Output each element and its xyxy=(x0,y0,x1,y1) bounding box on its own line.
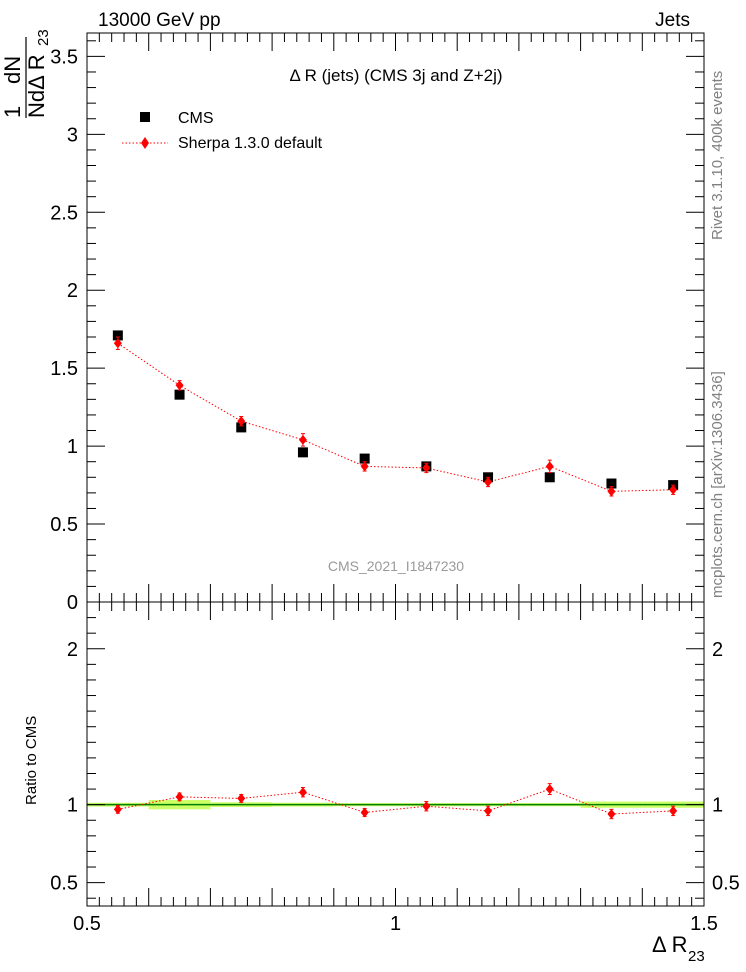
analysis-watermark: CMS_2021_I1847230 xyxy=(328,558,464,574)
y-tick-label: 3 xyxy=(67,124,78,146)
legend-sherpa-label: Sherpa 1.3.0 default xyxy=(178,135,323,152)
xlabel-main: Δ R xyxy=(652,932,687,957)
plot-title: Δ R (jets) (CMS 3j and Z+2j) xyxy=(289,66,502,85)
y-tick-label: 2 xyxy=(67,280,78,302)
ratio-point xyxy=(545,784,554,795)
y-tick-label: 2.5 xyxy=(50,202,78,224)
sherpa-line xyxy=(117,342,674,492)
ratio-point xyxy=(360,807,369,818)
x-tick-label: 1 xyxy=(390,913,401,935)
header-process: 13000 GeV pp xyxy=(98,10,221,31)
legend-cms-marker xyxy=(140,112,150,122)
cms-point xyxy=(236,422,247,433)
ratio-point xyxy=(237,793,246,804)
ratio-y-tick-label-right: 1 xyxy=(712,795,723,817)
sherpa-point xyxy=(607,486,616,497)
ratio-point xyxy=(113,804,122,815)
ratio-point xyxy=(669,805,678,816)
ratio-point xyxy=(298,787,307,798)
x-tick-label: 0.5 xyxy=(73,913,101,935)
sherpa-point xyxy=(113,338,122,349)
y-tick-label: 3.5 xyxy=(50,46,78,68)
ratio-point xyxy=(422,801,431,812)
sherpa-point xyxy=(545,461,554,472)
cms-point xyxy=(359,453,370,464)
cms-point xyxy=(112,330,123,341)
legend: CMS Sherpa 1.3.0 default xyxy=(122,110,323,152)
sherpa-point xyxy=(360,461,369,472)
y-tick-label: 0 xyxy=(67,592,78,614)
sherpa-point xyxy=(422,462,431,473)
sherpa-point xyxy=(669,484,678,495)
cms-point xyxy=(544,472,555,483)
ratio-point xyxy=(607,809,616,820)
y-tick-label: 0.5 xyxy=(50,514,78,536)
legend-sherpa-marker xyxy=(141,137,149,149)
mcplots-label: mcplots.cern.ch [arXiv:1306.3436] xyxy=(709,371,726,598)
header-jets: Jets xyxy=(655,10,690,31)
ylabel-numerator: dN xyxy=(0,56,25,84)
ratio-y-tick-label-right: 0.5 xyxy=(712,873,740,895)
ratio-frame xyxy=(86,601,705,907)
xlabel-subscript: 23 xyxy=(688,948,705,965)
ylabel-subscript: 23 xyxy=(35,29,52,46)
ratio-ylabel: Ratio to CMS xyxy=(23,716,40,805)
cms-point xyxy=(606,478,617,489)
ratio-y-tick-label-right: 2 xyxy=(712,639,723,661)
sherpa-point xyxy=(484,476,493,487)
y-tick-label: 1.5 xyxy=(50,358,78,380)
sherpa-point xyxy=(175,380,184,391)
ratio-y-tick-label: 2 xyxy=(67,639,78,661)
sherpa-point xyxy=(237,416,246,427)
x-tick-label: 1.5 xyxy=(690,913,718,935)
cms-point xyxy=(174,389,185,400)
cms-point xyxy=(297,447,308,458)
sherpa-point xyxy=(298,434,307,445)
ylabel-denominator: NdΔ R xyxy=(24,54,49,118)
main-panel: 0 0.5 1 1.5 2 2.5 3 3.5 Δ R (jets) (CMS 3j and … xyxy=(0,29,705,614)
ylabel-one: 1 xyxy=(0,106,25,118)
ratio-panel: 0.5 0.5 1 1 2 2 0.5 1 1.5 Ratio to CMS Δ R 23 xyxy=(23,601,740,965)
ratio-y-tick-label: 1 xyxy=(67,795,78,817)
main-ylabel: 1 dN NdΔ R 23 xyxy=(0,29,52,118)
rivet-label: Rivet 3.1.10, 400k events xyxy=(709,71,726,240)
ratio-y-tick-label: 0.5 xyxy=(50,873,78,895)
legend-cms-label: CMS xyxy=(178,110,214,127)
ratio-point xyxy=(484,805,493,816)
ratio-point xyxy=(175,791,184,802)
y-tick-label: 1 xyxy=(67,436,78,458)
